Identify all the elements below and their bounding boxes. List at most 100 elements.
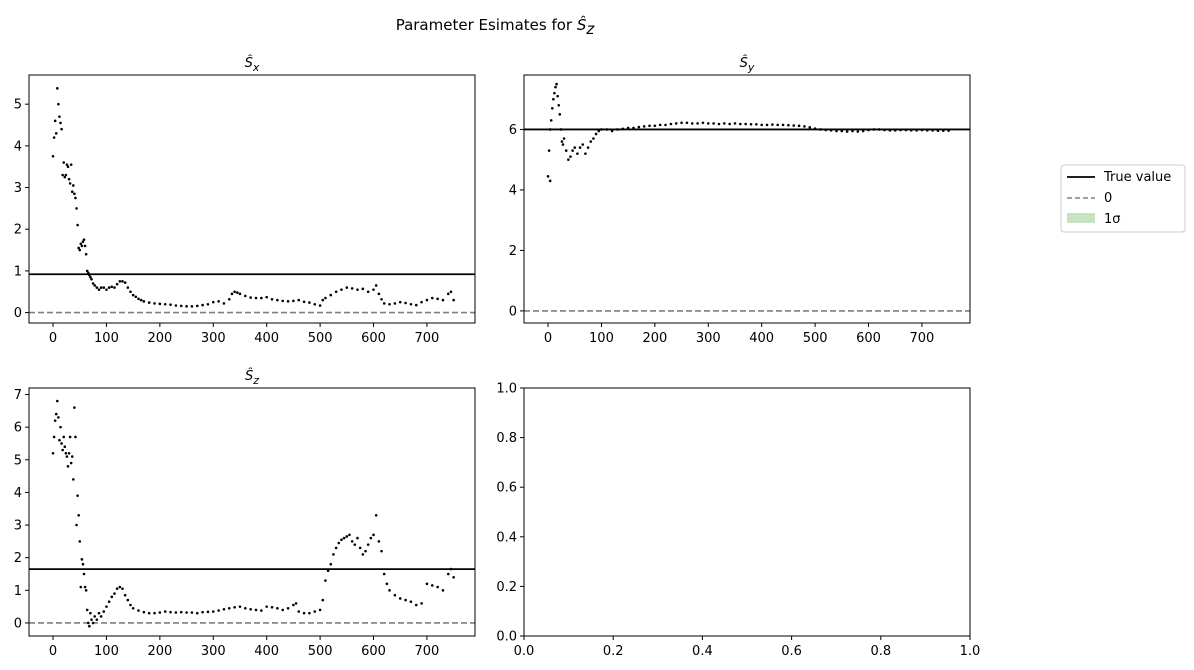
y-tick-label: 0.6 — [496, 481, 517, 496]
y-tick-label: 0 — [509, 304, 517, 319]
data-point — [79, 242, 83, 246]
data-point — [75, 523, 78, 527]
data-point — [54, 412, 58, 416]
data-point — [925, 129, 929, 132]
data-point — [211, 300, 215, 304]
x-tick-label: 300 — [696, 331, 721, 346]
data-point — [366, 543, 370, 546]
x-tick-label: 0.8 — [870, 644, 891, 659]
data-point — [107, 600, 111, 604]
data-point — [393, 302, 397, 305]
data-point — [163, 302, 167, 306]
data-point — [600, 128, 603, 131]
data-point — [76, 223, 79, 227]
data-point — [557, 103, 561, 107]
y-tick-label: 1 — [14, 584, 22, 599]
data-point — [286, 606, 290, 610]
subplot-empty: 0.0 0.2 0.4 0.6 0.8 1.0 0.0 0.2 0.4 0.6 0.8 1.0 — [496, 382, 980, 660]
x-tick-label: 400 — [749, 331, 774, 346]
data-point — [137, 297, 140, 301]
data-point — [118, 280, 122, 283]
data-point — [90, 618, 93, 621]
data-point — [576, 152, 579, 155]
data-point — [158, 611, 162, 614]
data-point — [594, 132, 598, 136]
data-point — [345, 286, 349, 289]
data-point — [334, 290, 338, 294]
data-point — [179, 610, 183, 614]
y-tick-label: 0 — [14, 616, 22, 631]
data-point — [398, 597, 402, 600]
data-point — [260, 609, 263, 612]
data-point — [592, 137, 595, 140]
data-point — [70, 190, 74, 194]
data-point — [89, 275, 92, 279]
x-tick-label: 100 — [94, 331, 119, 346]
data-point — [353, 543, 357, 546]
data-point — [121, 280, 124, 283]
data-point — [76, 494, 79, 497]
data-point — [63, 445, 67, 449]
data-point — [67, 451, 71, 455]
data-point — [653, 124, 657, 128]
data-point — [680, 121, 683, 125]
data-point — [99, 615, 103, 618]
data-point — [366, 290, 370, 294]
data-point — [88, 624, 91, 628]
subplot-sy: Ŝy 0 100 200 300 400 500 600 700 0 2 4 6 — [509, 55, 971, 346]
data-point — [571, 149, 574, 152]
data-point — [792, 124, 796, 127]
x-tick-label: 200 — [642, 331, 667, 346]
y-tick-label: 0.4 — [496, 530, 517, 545]
data-point — [899, 128, 902, 132]
data-point — [105, 605, 108, 608]
data-point — [227, 606, 231, 610]
data-point — [744, 122, 747, 126]
data-point — [84, 589, 88, 592]
data-point — [584, 152, 587, 155]
data-point — [581, 143, 585, 146]
data-point — [185, 611, 188, 614]
data-point — [369, 536, 373, 540]
y-tick-label: 0.8 — [496, 431, 517, 446]
data-point — [308, 611, 311, 615]
data-point — [276, 298, 279, 302]
data-point — [59, 425, 62, 429]
data-point — [547, 149, 551, 152]
data-point — [569, 155, 572, 158]
y-tick-label: 4 — [14, 486, 22, 501]
x-tick-label: 400 — [254, 644, 279, 659]
data-point — [321, 598, 325, 602]
x-tick-label: 0.2 — [603, 644, 624, 659]
data-point — [888, 129, 892, 132]
data-point — [163, 610, 167, 613]
data-point — [222, 607, 226, 611]
y-tick-label: 0 — [14, 306, 22, 321]
data-point — [99, 286, 103, 289]
data-point — [81, 240, 85, 244]
x-tick-label: 100 — [589, 331, 614, 346]
data-point — [803, 125, 806, 128]
data-point — [52, 136, 56, 139]
data-point — [345, 535, 349, 538]
x-tick-label: 0 — [544, 331, 552, 346]
data-point — [717, 122, 721, 126]
data-point — [350, 287, 354, 290]
data-point — [67, 177, 71, 181]
data-point — [728, 122, 731, 126]
data-point — [313, 610, 317, 613]
data-point — [82, 238, 86, 241]
data-point — [58, 115, 61, 118]
data-point — [195, 611, 199, 615]
data-point — [61, 448, 64, 452]
data-point — [139, 298, 143, 302]
subplot-title: Ŝy — [740, 55, 755, 74]
data-point — [51, 154, 55, 158]
data-point — [558, 113, 562, 116]
data-point — [326, 569, 330, 573]
data-point — [361, 287, 365, 291]
data-point — [113, 592, 116, 595]
data-point — [760, 123, 763, 127]
data-point — [578, 146, 582, 149]
data-point — [931, 129, 934, 132]
